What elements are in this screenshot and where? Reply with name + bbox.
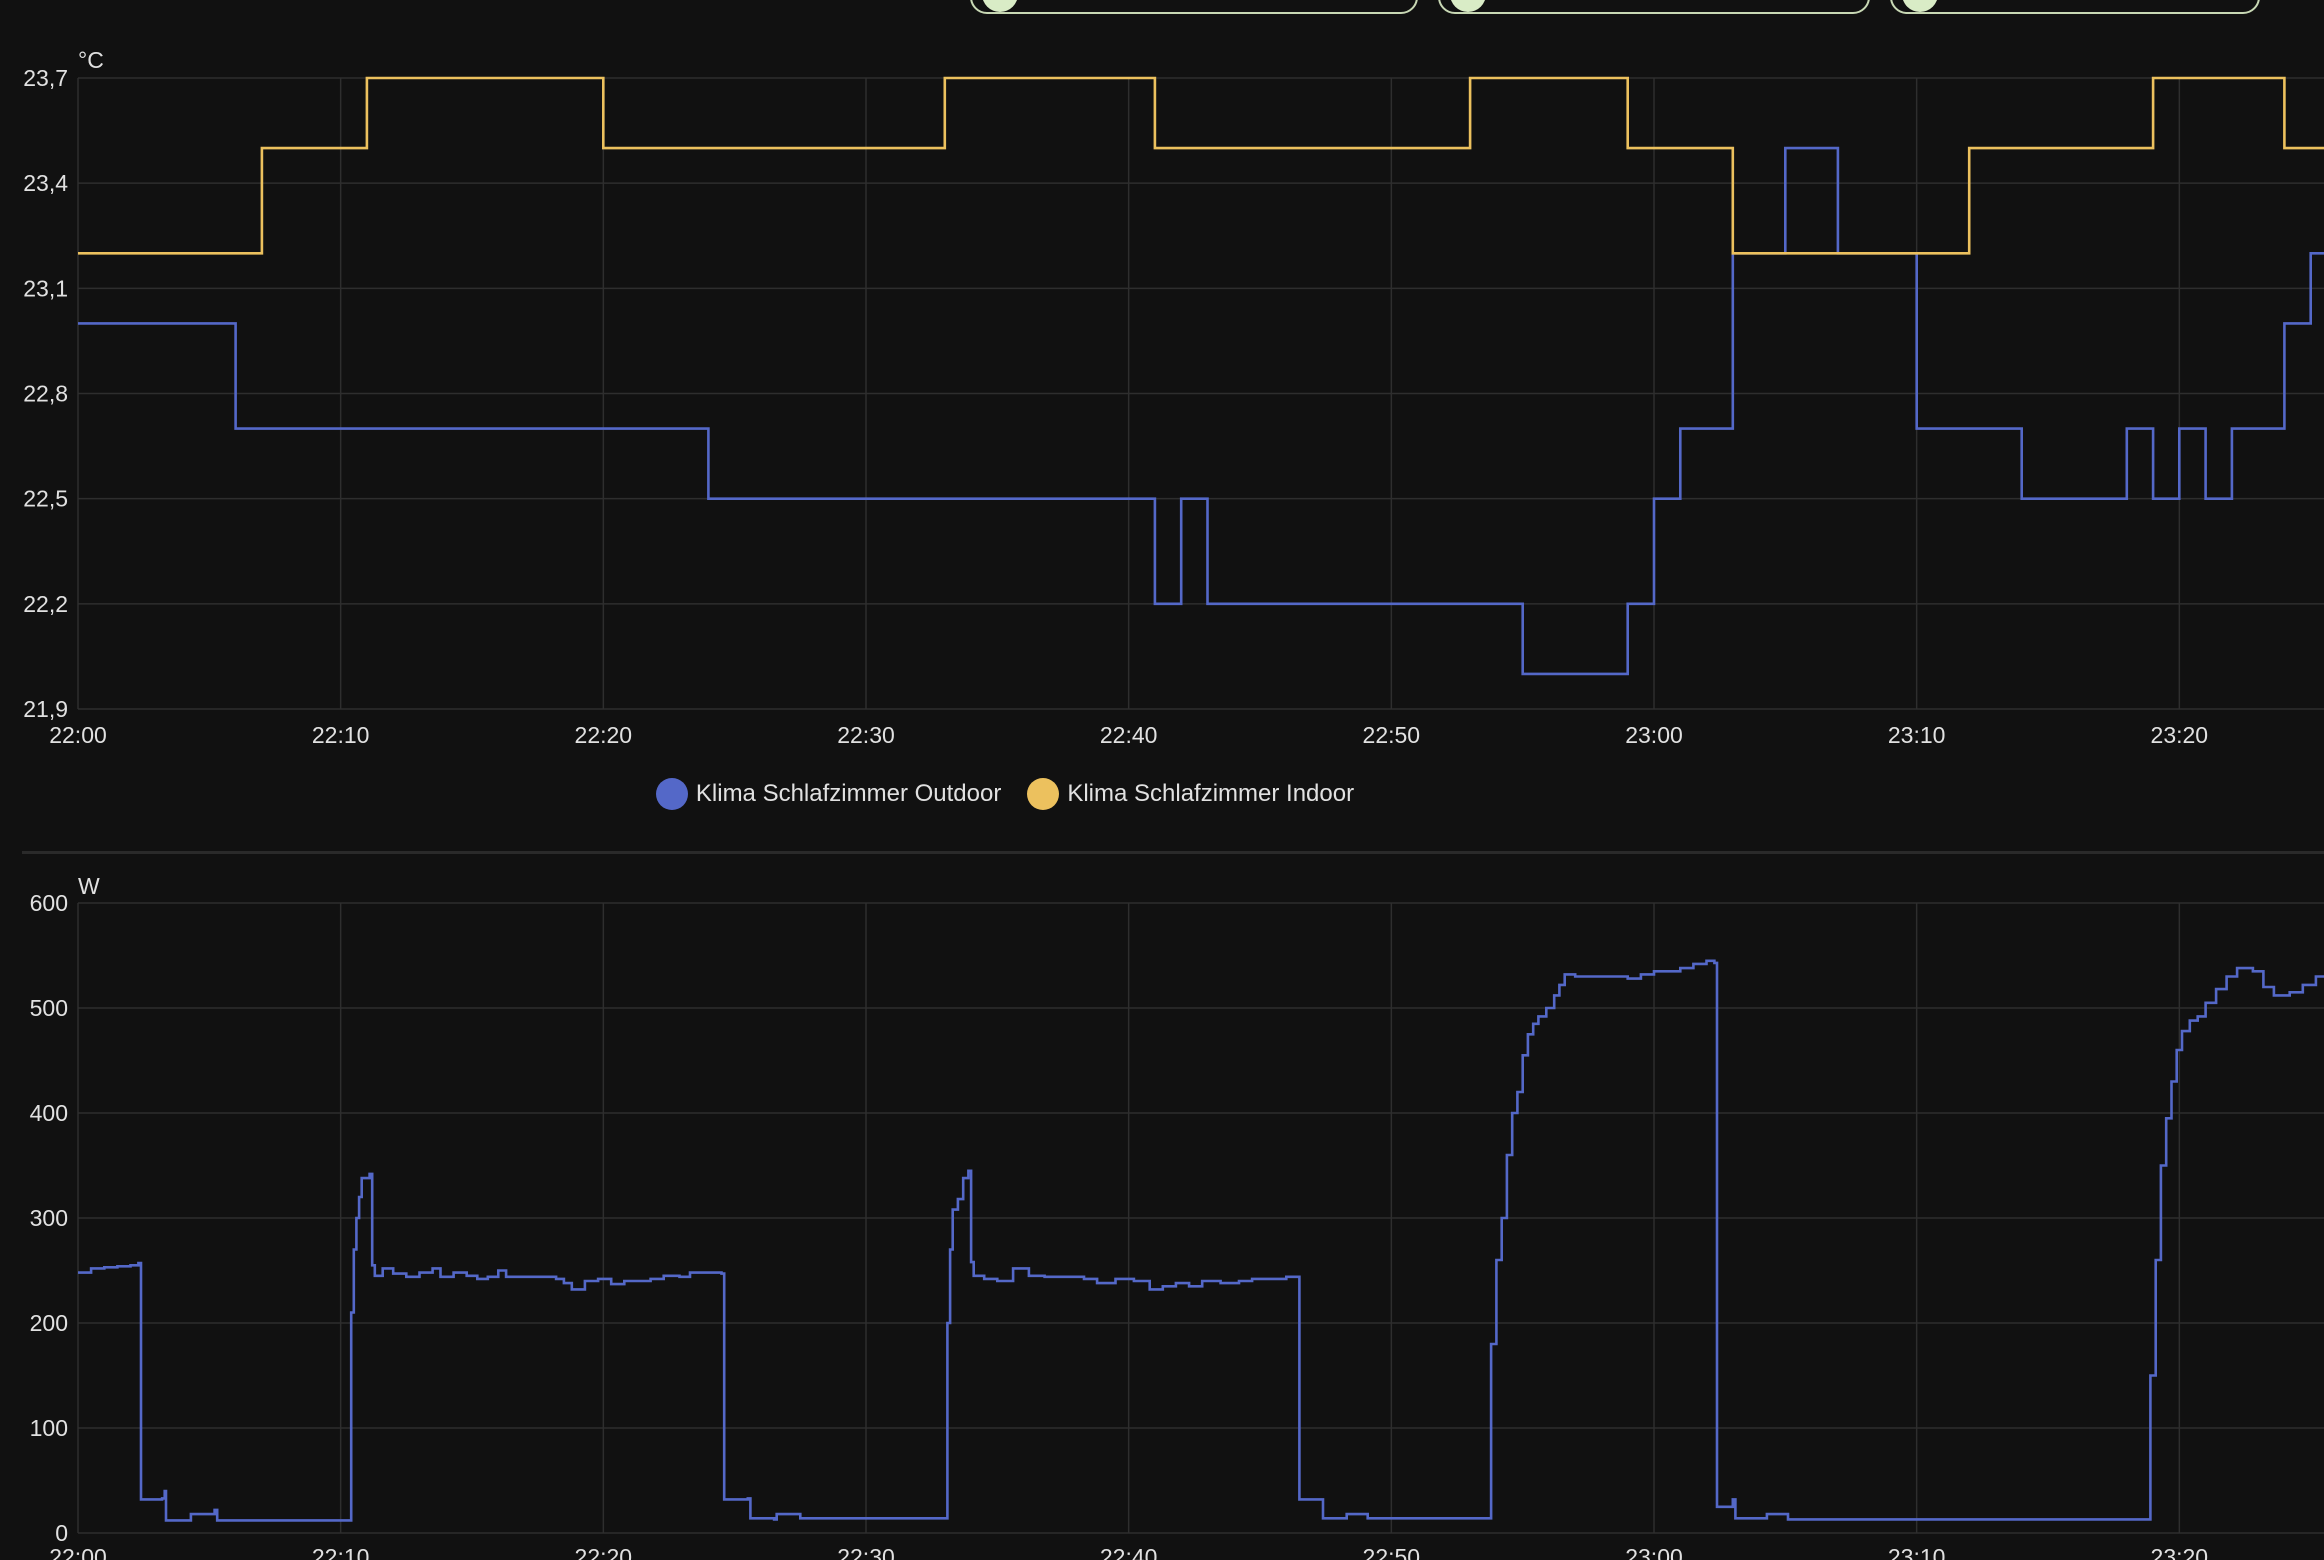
temperature-y-axis: 23,7 23,4 23,1 22,8 22,5 22,2 21,9 — [23, 65, 68, 722]
power-y-axis: 600 500 400 300 200 100 0 — [30, 890, 68, 1546]
y-tick-label: 500 — [30, 995, 68, 1021]
y-tick-label: 300 — [30, 1205, 68, 1231]
temperature-chart: °C 23,723,423,122,822,522,221,9 22:00 22:… — [23, 47, 2324, 748]
legend-label-outdoor: Klima Schlafzimmer Outdoor — [695, 780, 1002, 807]
power-grid — [77, 902, 2324, 1534]
y-tick-label: 400 — [30, 1100, 68, 1126]
chip-avatar-icon — [1450, 0, 1486, 12]
y-tick-label: 21,9 — [23, 696, 68, 722]
x-tick-label: 23:00 — [1625, 1544, 1683, 1560]
chip-avatar-icon — [1902, 0, 1938, 12]
x-tick-label: 22:10 — [312, 1544, 370, 1560]
power-unit-label: W — [78, 873, 100, 899]
series-line-0 — [78, 146, 2324, 676]
y-tick-label: 22,5 — [23, 486, 68, 512]
x-tick-label: 22:10 — [312, 722, 370, 748]
legend-dot-indoor — [1027, 778, 1060, 810]
series-line-0 — [78, 959, 2324, 1522]
y-tick-label: 200 — [30, 1310, 68, 1336]
x-tick-label: 22:00 — [49, 722, 107, 748]
y-tick-label: 600 — [30, 890, 68, 916]
power-series — [78, 959, 2324, 1522]
chip-avatar-icon — [982, 0, 1018, 12]
x-tick-label: 22:20 — [575, 722, 633, 748]
y-tick-label: 100 — [30, 1415, 68, 1441]
filter-chip-1[interactable] — [970, 0, 1418, 14]
legend-item-outdoor[interactable]: Klima Schlafzimmer Outdoor — [655, 778, 1002, 810]
temperature-series — [78, 76, 2324, 676]
x-tick-label: 23:10 — [1888, 1544, 1946, 1560]
temperature-x-axis: 22:00 22:10 22:20 22:30 22:40 22:50 23:00 23:10… — [49, 722, 2209, 748]
x-tick-label: 22:20 — [575, 1544, 633, 1560]
y-tick-label: 23,4 — [23, 170, 68, 196]
x-tick-label: 22:50 — [1363, 1544, 1421, 1560]
x-tick-label: 23:10 — [1888, 722, 1946, 748]
x-tick-label: 22:40 — [1100, 722, 1158, 748]
x-tick-label: 23:00 — [1625, 722, 1683, 748]
y-tick-label: 23,7 — [23, 65, 68, 91]
x-tick-label: 23:20 — [2151, 1544, 2209, 1560]
legend-item-indoor[interactable]: Klima Schlafzimmer Indoor — [1027, 778, 1354, 810]
legend-dot-outdoor — [655, 778, 688, 810]
y-tick-label: 0 — [55, 1520, 68, 1546]
y-tick-label: 22,2 — [23, 591, 68, 617]
x-tick-label: 22:30 — [837, 722, 895, 748]
x-tick-label: 22:00 — [49, 1544, 107, 1560]
temperature-unit-label: °C — [78, 47, 104, 73]
legend: Klima Schlafzimmer Outdoor Klima Schlafz… — [0, 778, 2010, 810]
x-tick-label: 23:20 — [2151, 722, 2209, 748]
y-tick-label: 22,8 — [23, 381, 68, 407]
chart-divider — [22, 851, 2324, 854]
x-tick-label: 22:40 — [1100, 1544, 1158, 1560]
power-x-axis: 22:00 22:10 22:20 22:30 22:40 22:50 23:00 23:10… — [49, 1544, 2209, 1560]
x-tick-label: 22:50 — [1363, 722, 1421, 748]
y-tick-label: 23,1 — [23, 275, 68, 301]
x-tick-label: 22:30 — [837, 1544, 895, 1560]
temperature-grid — [77, 77, 2324, 710]
legend-label-indoor: Klima Schlafzimmer Indoor — [1067, 780, 1355, 807]
series-line-1 — [78, 76, 2324, 255]
